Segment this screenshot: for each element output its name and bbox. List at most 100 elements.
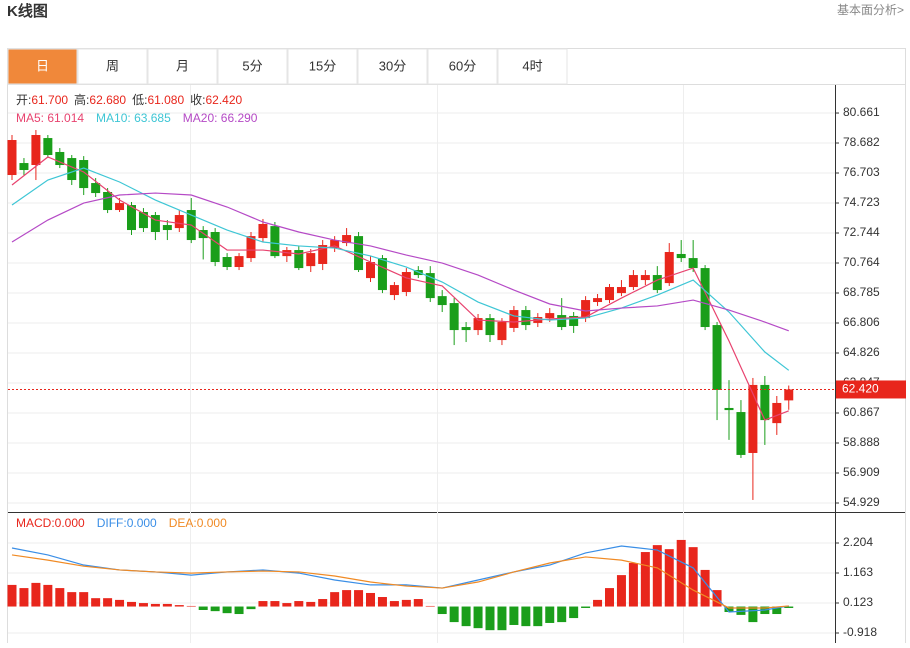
candle-body	[103, 191, 113, 211]
candle-body	[545, 313, 555, 319]
macd-bar	[485, 606, 495, 631]
candle-body	[377, 258, 387, 291]
candle-body	[497, 322, 507, 341]
tab-label: 月	[176, 58, 189, 73]
macd-bar	[700, 569, 710, 607]
tab-bg	[497, 48, 568, 85]
macd-bar	[7, 584, 17, 607]
candle-body	[760, 384, 770, 421]
macd-bar	[258, 601, 268, 607]
y-tick-label: 1.163	[843, 565, 873, 579]
candle-body	[67, 158, 77, 181]
macd-bar	[676, 539, 686, 607]
y-tick-label: 2.204	[843, 535, 873, 549]
candle-body	[473, 318, 483, 331]
y-tick-label: 54.929	[843, 495, 880, 509]
macd-bar	[150, 603, 160, 607]
candle-body	[43, 138, 53, 156]
y-tick-label: 56.909	[843, 465, 880, 479]
y-tick-label: 66.806	[843, 315, 880, 329]
macd-bar	[401, 599, 411, 607]
candle-body	[79, 160, 89, 189]
candle-body	[138, 212, 148, 229]
tab[interactable]: 30分	[357, 48, 428, 85]
macd-bar	[103, 598, 113, 607]
tab[interactable]: 月	[147, 48, 218, 85]
legend-item: MACD:0.000	[16, 516, 85, 530]
macd-bar	[664, 549, 674, 607]
tab-label: 5分	[242, 58, 262, 73]
macd-bar	[186, 605, 196, 607]
macd-bar	[425, 605, 435, 607]
macd-bar	[389, 601, 399, 607]
candle-body	[366, 262, 375, 279]
tab[interactable]: 日	[7, 48, 78, 85]
macd-bar	[174, 605, 184, 607]
candle-body	[55, 151, 65, 166]
y-tick-label: 68.785	[843, 285, 880, 299]
last-price-label: 62.420	[842, 382, 879, 396]
macd-bar	[246, 606, 256, 610]
tab[interactable]: 15分	[287, 48, 358, 85]
tab[interactable]: 60分	[427, 48, 498, 85]
candle-body	[700, 268, 710, 328]
info-label: 低:	[132, 93, 147, 107]
tab-bg	[357, 48, 428, 85]
candle-body	[115, 203, 125, 211]
y-tick-label: 74.723	[843, 195, 880, 209]
info-value: 61.700	[31, 93, 68, 107]
y-tick-label: 58.888	[843, 435, 880, 449]
tab-bg	[7, 48, 78, 85]
macd-bar	[461, 606, 471, 627]
candle-body	[210, 232, 220, 263]
y-tick-label: 64.826	[843, 345, 880, 359]
candle-body	[91, 183, 101, 194]
macd-bar	[736, 606, 746, 615]
ma-line	[11, 156, 789, 421]
tab[interactable]: 5分	[217, 48, 288, 85]
tab[interactable]: 4时	[497, 48, 568, 85]
macd-bar	[270, 601, 280, 607]
macd-bar	[628, 563, 638, 607]
candle-body	[270, 226, 280, 257]
tab-bg	[427, 48, 498, 85]
candle-body	[748, 384, 758, 453]
ma-legend: MA5: 61.014 MA10: 63.685 MA20: 66.290	[16, 111, 258, 125]
candle-body	[425, 273, 435, 299]
candle-body	[246, 236, 256, 259]
candle-body	[401, 272, 411, 293]
analysis-link[interactable]: 基本面分析>	[837, 3, 904, 17]
macd-bar	[127, 601, 136, 607]
macd-bar	[115, 599, 125, 607]
macd-bar	[342, 590, 352, 607]
tab-bg	[287, 48, 358, 85]
macd-bar	[210, 606, 220, 612]
macd-bar	[19, 588, 29, 607]
candle-body	[509, 310, 519, 328]
candle-body	[19, 163, 29, 171]
last-price-box	[836, 380, 906, 399]
tab[interactable]: 周	[77, 48, 148, 85]
macd-bar	[497, 606, 507, 631]
macd-bar	[91, 598, 101, 607]
candle-body	[7, 140, 17, 176]
macd-line	[11, 554, 789, 609]
candle-body	[676, 253, 686, 259]
macd-bar	[473, 606, 483, 629]
tab-bg	[217, 48, 288, 85]
macd-bar	[545, 606, 555, 623]
macd-bar	[449, 606, 459, 623]
macd-bar	[43, 584, 53, 607]
macd-bar	[724, 606, 734, 613]
candle-body	[150, 215, 160, 233]
candle-body	[581, 300, 591, 319]
candle-body	[605, 287, 614, 301]
macd-bar	[282, 603, 292, 607]
candle-body	[127, 205, 136, 231]
candle-body	[557, 315, 567, 328]
candle-body	[342, 235, 352, 244]
candle-body	[724, 407, 734, 411]
page-title: K线图	[7, 2, 48, 20]
